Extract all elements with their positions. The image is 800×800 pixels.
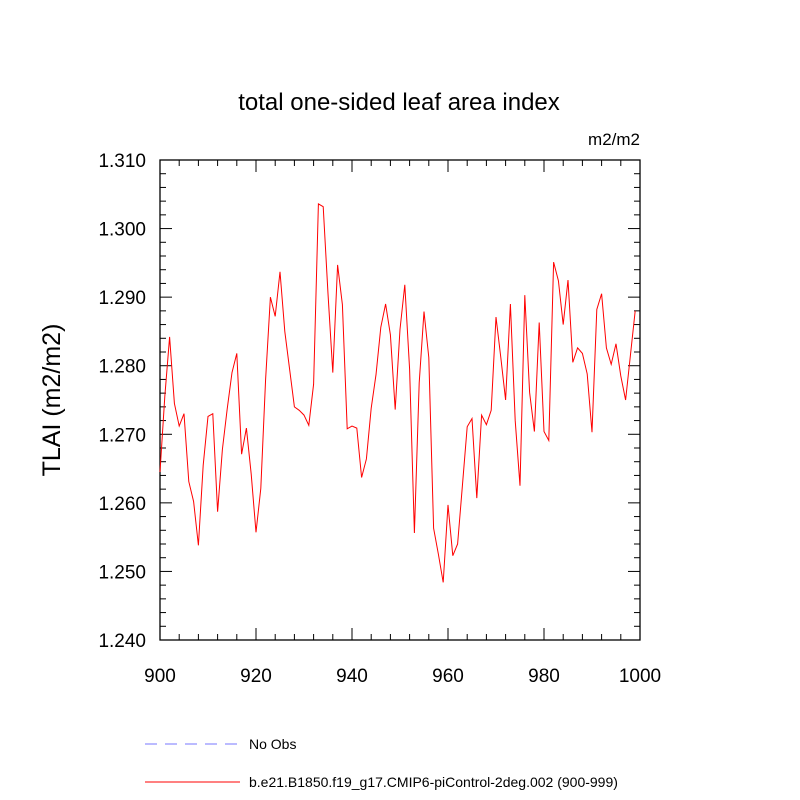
legend: No Obs b.e21.B1850.f19_g17.CMIP6-piContr…	[145, 736, 618, 790]
y-tick-label: 1.240	[98, 631, 146, 652]
axis-ticks	[159, 159, 641, 641]
x-tick-label: 920	[240, 666, 272, 687]
legend-no-obs-label: No Obs	[249, 736, 296, 752]
y-tick-label: 1.290	[98, 288, 146, 309]
x-tick-label: 900	[144, 666, 176, 687]
legend-series-label: b.e21.B1850.f19_g17.CMIP6-piControl-2deg…	[249, 774, 618, 790]
y-tick-label: 1.280	[98, 357, 146, 378]
units-label: m2/m2	[588, 130, 640, 149]
y-axis-label: TLAI (m2/m2)	[38, 324, 66, 477]
x-tick-labels: 900 920 940 960 980 1000	[144, 666, 661, 687]
series-points	[159, 202, 637, 584]
x-tick-label: 980	[528, 666, 560, 687]
x-tick-label: 940	[336, 666, 368, 687]
y-tick-label: 1.270	[98, 425, 146, 446]
y-tick-label: 1.300	[98, 220, 146, 241]
x-tick-label: 1000	[619, 666, 661, 687]
series-line	[159, 203, 636, 583]
plot-frame	[159, 159, 641, 641]
y-tick-label: 1.310	[98, 151, 146, 172]
chart-title: total one-sided leaf area index	[238, 89, 560, 116]
y-tick-labels: 1.240 1.250 1.260 1.270 1.280 1.290 1.300 1.310	[98, 151, 146, 652]
y-tick-label: 1.260	[98, 494, 146, 515]
y-tick-label: 1.250	[98, 562, 146, 583]
x-tick-label: 960	[432, 666, 464, 687]
